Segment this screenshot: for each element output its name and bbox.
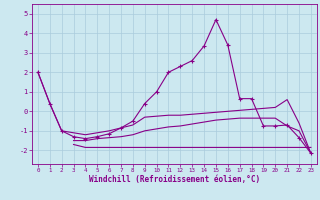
X-axis label: Windchill (Refroidissement éolien,°C): Windchill (Refroidissement éolien,°C) bbox=[89, 175, 260, 184]
